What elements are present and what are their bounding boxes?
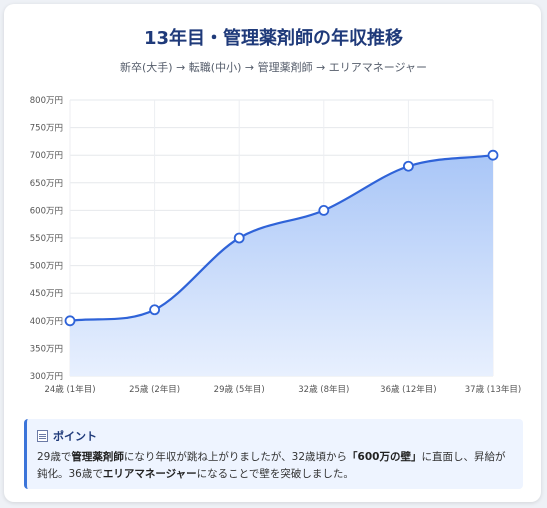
- data-point: [402, 160, 414, 172]
- x-tick-label: 25歳 (2年目): [129, 384, 180, 395]
- y-tick-label: 800万円: [30, 96, 63, 106]
- point-bold-3: エリアマネージャー: [102, 468, 197, 480]
- y-tick-label: 650万円: [30, 179, 63, 189]
- y-tick-label: 550万円: [30, 234, 63, 244]
- point-text-3: に直面し、昇給が鈍化。36歳で: [37, 451, 506, 480]
- point-heading-label: ポイント: [53, 430, 97, 443]
- data-point: [487, 149, 499, 161]
- data-point: [318, 204, 330, 216]
- area-fill: [70, 155, 493, 376]
- memo-icon: [37, 430, 48, 442]
- point-callout: ポイント 29歳で管理薬剤師になり年収が跳ね上がりましたが、32歳頃から「600…: [24, 419, 523, 489]
- x-tick-label: 36歳 (12年目): [380, 384, 436, 395]
- x-tick-label: 29歳 (5年目): [214, 384, 265, 395]
- point-bold-2: 「600万の壁」: [347, 451, 422, 463]
- point-text-2: になり年収が跳ね上がりましたが、32歳頃から: [123, 451, 348, 463]
- data-point: [64, 315, 76, 327]
- series-line: [69, 154, 494, 322]
- chart-title: 13年目・管理薬剤師の年収推移: [143, 28, 404, 49]
- salary-chart: 300万円 350万円 400万円 450万円 500万円 550万円 600万円 650万円…: [30, 96, 521, 395]
- point-text-1: 29歳で: [37, 451, 72, 463]
- x-tick-label: 37歳 (13年目): [465, 384, 521, 395]
- chart-subtitle: 新卒(大手) → 転職(中小) → 管理薬剤師 → エリアマネージャー: [119, 61, 428, 74]
- point-bold-1: 管理薬剤師: [71, 451, 124, 463]
- y-tick-label: 350万円: [30, 344, 63, 354]
- y-tick-label: 600万円: [30, 206, 63, 216]
- point-text-4: になることで壁を突破しました。: [196, 468, 354, 480]
- y-tick-label: 450万円: [30, 289, 63, 299]
- y-tick-label: 700万円: [30, 151, 63, 161]
- point-text: 29歳で管理薬剤師になり年収が跳ね上がりましたが、32歳頃から「600万の壁」に…: [37, 449, 513, 483]
- x-tick-label: 32歳 (8年目): [298, 384, 349, 395]
- data-point: [149, 304, 161, 316]
- y-tick-label: 300万円: [30, 372, 63, 382]
- data-point: [233, 232, 245, 244]
- y-tick-label: 400万円: [30, 317, 63, 327]
- y-tick-label: 500万円: [30, 262, 63, 272]
- x-tick-label: 24歳 (1年目): [44, 384, 95, 395]
- point-heading: ポイント: [37, 428, 513, 444]
- y-tick-label: 750万円: [30, 124, 63, 134]
